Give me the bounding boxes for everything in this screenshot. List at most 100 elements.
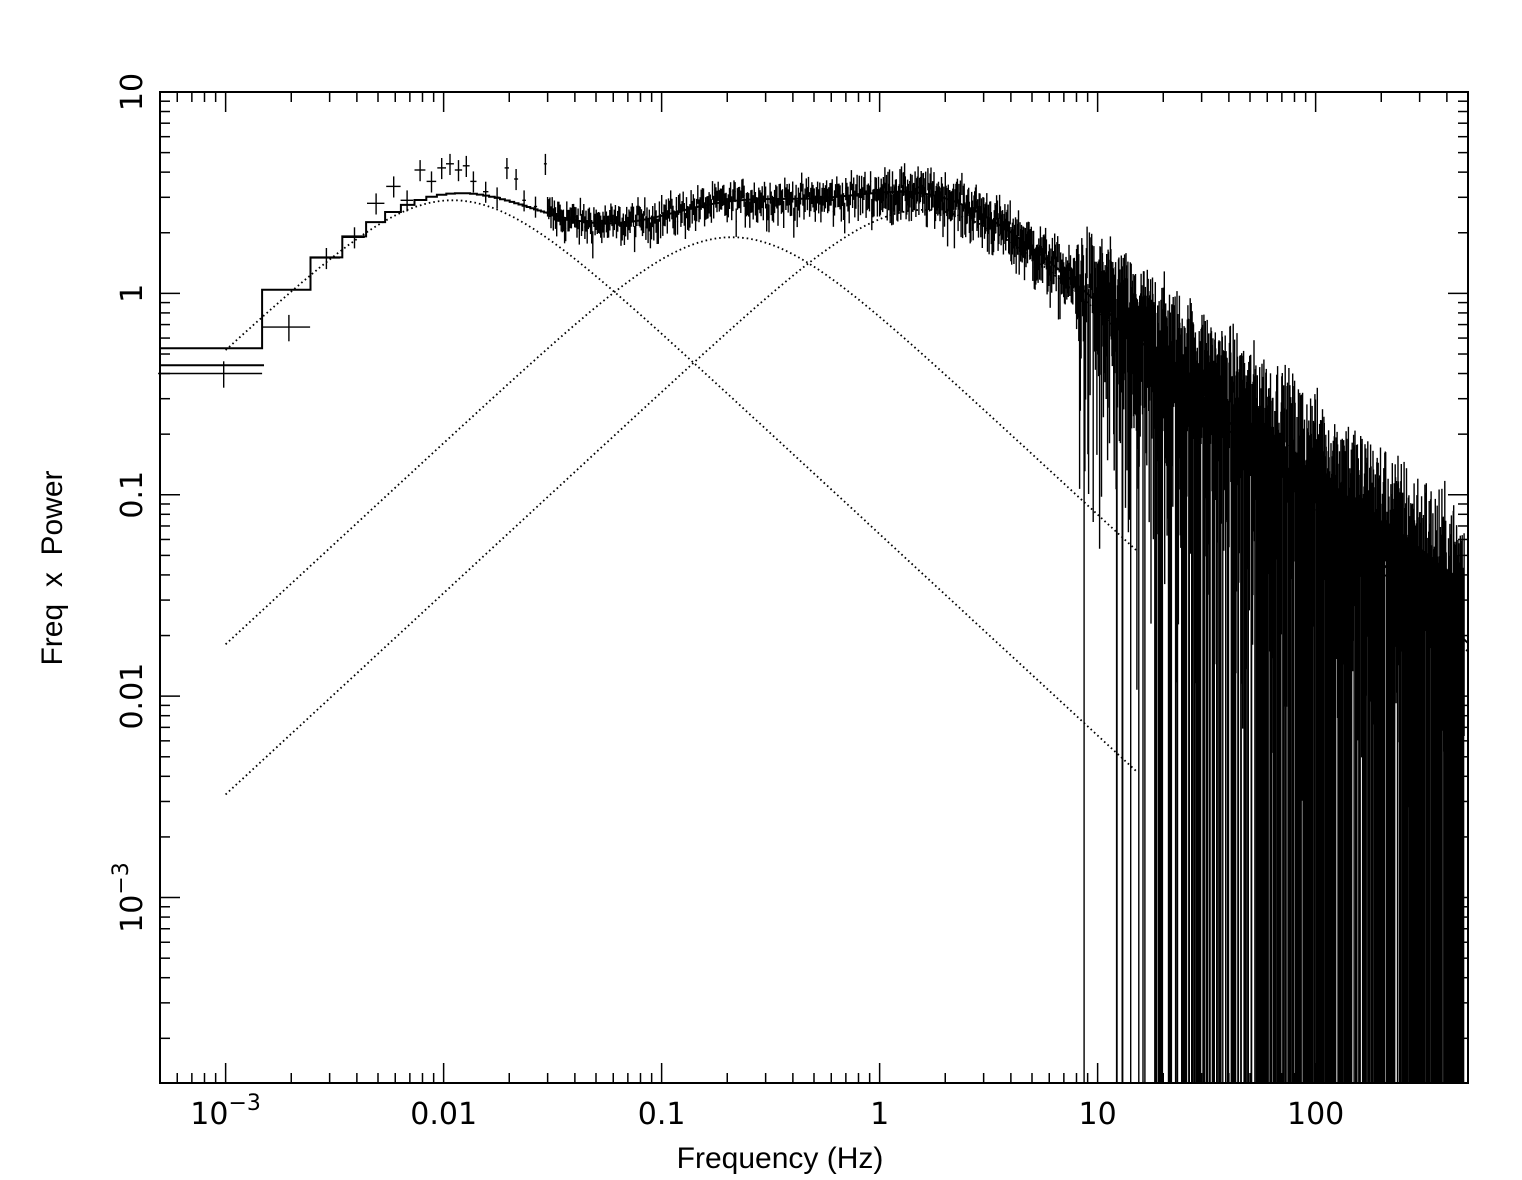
data-point: [1048, 244, 1051, 276]
data-point: [821, 187, 823, 212]
data-point: [682, 191, 684, 212]
data-point: [1032, 230, 1035, 261]
data-point: [1434, 557, 1436, 1083]
data-point: [1091, 245, 1094, 314]
data-point: [1444, 480, 1446, 558]
data-point: [1298, 435, 1301, 1083]
data-point: [857, 193, 859, 221]
data-point: [1440, 564, 1443, 1083]
data-point: [1264, 407, 1267, 1083]
data-point: [733, 180, 735, 200]
data-point: [628, 209, 630, 231]
data-point: [853, 177, 855, 200]
x-axis-ticks: 10−3 0.01 0.1 1 10 100: [159, 92, 1469, 1132]
data-point: [961, 204, 964, 239]
data-point: [655, 210, 657, 233]
data-point: [970, 207, 972, 242]
data-point: [719, 188, 722, 210]
data-point: [642, 211, 645, 234]
data-point: [386, 176, 401, 198]
data-point: [1199, 387, 1202, 1083]
x-axis-label: Frequency (Hz): [677, 1142, 884, 1175]
data-point: [946, 208, 949, 247]
data-point: [342, 227, 365, 249]
data-point: [437, 158, 446, 180]
data-point: [849, 181, 851, 206]
data-point: [871, 198, 873, 231]
data-point: [586, 220, 588, 244]
data-point: [717, 181, 719, 201]
data-point: [426, 171, 437, 193]
data-point: [799, 182, 802, 205]
data-point: [986, 193, 988, 219]
data-point: [770, 191, 772, 216]
data-point: [901, 185, 903, 213]
data-point: [829, 183, 831, 206]
data-point: [840, 194, 842, 222]
data-point: [551, 197, 553, 217]
data-point: [764, 186, 767, 209]
data-point: [848, 195, 850, 224]
data-point: [446, 153, 454, 175]
data-point: [684, 213, 687, 239]
data-point: [1170, 345, 1173, 1083]
data-point: [1405, 536, 1407, 1083]
data-point: [790, 191, 793, 216]
data-point: [1209, 399, 1211, 1083]
data-point: [661, 195, 663, 214]
data-point: [556, 213, 558, 237]
data-point: [620, 221, 622, 246]
x-tick-label: 100: [1287, 1097, 1344, 1132]
data-point: [850, 170, 853, 191]
data-point: [644, 197, 646, 216]
data-point: [1269, 402, 1271, 1083]
data-point: [1384, 452, 1387, 558]
data-point: [1089, 273, 1091, 396]
data-point: [925, 171, 927, 195]
data-point: [310, 248, 341, 270]
data-point: [754, 192, 757, 216]
data-point: [863, 177, 865, 200]
data-point: [1087, 289, 1090, 494]
data-point: [708, 192, 710, 214]
data-point: [696, 198, 698, 222]
data-point: [867, 183, 870, 209]
data-point: [720, 188, 723, 210]
data-point: [926, 195, 928, 228]
data-point: [856, 174, 858, 197]
data-point: [834, 184, 837, 208]
data-point: [414, 160, 426, 182]
data-point: [1074, 261, 1076, 292]
data-point: [801, 172, 803, 192]
data-point: [807, 176, 810, 198]
data-point: [998, 194, 1001, 219]
data-point: [614, 205, 617, 225]
data-point: [1260, 425, 1263, 1083]
data-point: [693, 198, 696, 221]
data-point: [569, 207, 571, 229]
data-point: [793, 207, 795, 238]
data-point: [773, 189, 776, 214]
data-point: [685, 197, 688, 219]
data-point: [828, 187, 830, 212]
data-point: [548, 199, 550, 220]
y-axis-label: Freq x Power: [36, 470, 69, 665]
data-point: [1194, 379, 1196, 1083]
data-point: [789, 192, 792, 217]
data-point: [959, 180, 962, 205]
data-point: [1425, 569, 1427, 1083]
data-point: [877, 176, 880, 201]
data-point: [610, 203, 612, 223]
data-point: [748, 193, 750, 217]
data-point: [1402, 536, 1405, 1083]
data-point: [632, 206, 635, 227]
data-point: [603, 215, 605, 238]
data-point: [578, 220, 580, 245]
data-point: [1190, 303, 1192, 380]
model-component-2: [224, 236, 1137, 645]
data-point: [562, 209, 565, 232]
data-point: [1182, 366, 1185, 1083]
data-point: [1283, 408, 1286, 707]
data-point: [900, 190, 902, 220]
data-point: [654, 203, 656, 224]
